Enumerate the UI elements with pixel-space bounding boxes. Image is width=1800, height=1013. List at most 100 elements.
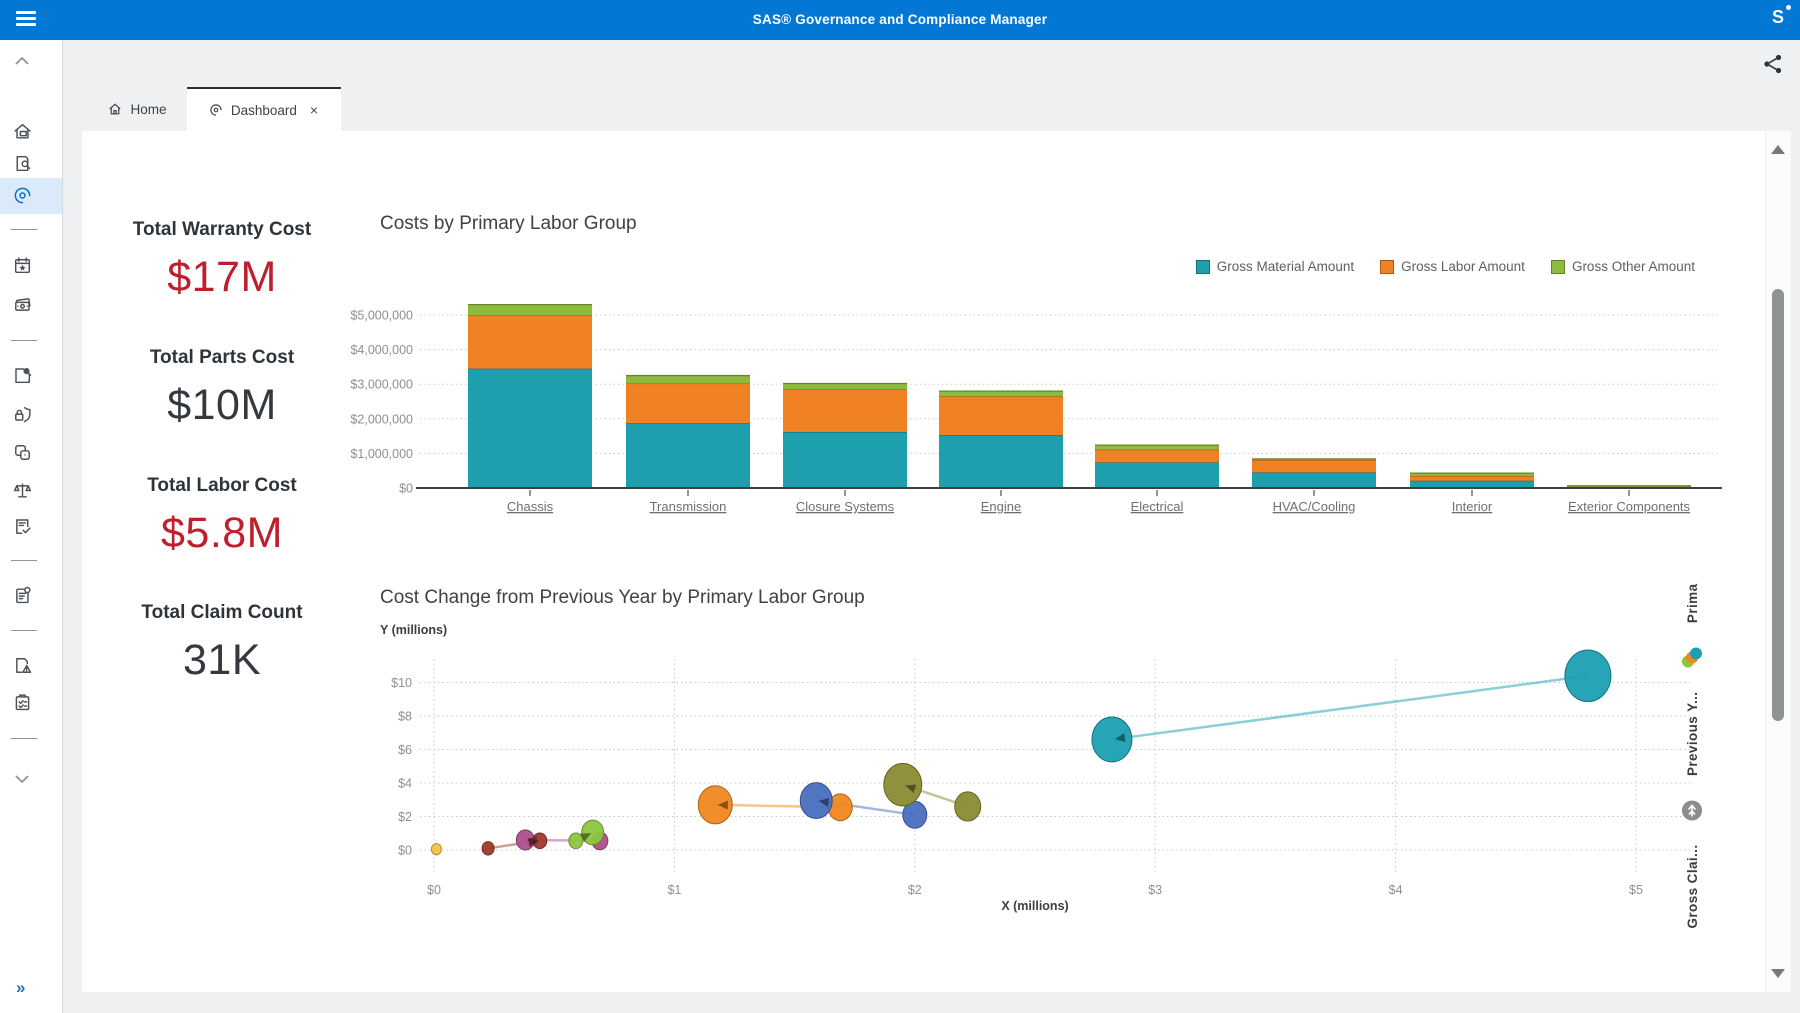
page-search-icon[interactable] [12,358,50,392]
scatter-right-legend: Gross Clai... Previous Y... Prima [1674,583,1710,928]
kpi-total-parts-cost: Total Parts Cost $10M [92,347,352,430]
bubble-darkred-previous[interactable] [482,842,494,855]
scatter-x-tick: $0 [427,883,441,897]
sidebar-scroll-down-icon[interactable] [14,772,30,787]
scatter-y-tick: $8 [398,710,412,724]
share-icon[interactable] [1758,50,1788,80]
legend-arrow-label: Previous Y... [1685,691,1700,776]
document-warning-icon[interactable] [12,648,50,682]
home-icon [107,101,123,117]
bar-segment[interactable] [939,435,1063,488]
bar-segment[interactable] [783,432,907,488]
kpi-label: Total Claim Count [92,602,352,624]
document-search-icon[interactable] [12,146,50,180]
bar-segment[interactable] [468,315,592,369]
bar-segment[interactable] [1410,476,1534,481]
bar-segment[interactable] [468,305,592,315]
legend-size-label: Gross Clai... [1685,844,1700,928]
bar-category-link[interactable]: Interior [1452,499,1493,514]
kpi-value: 31K [92,636,352,685]
bar-chart[interactable]: $0$1,000,000$2,000,000$3,000,000$4,000,0… [330,295,1750,530]
sidebar-divider [11,340,37,341]
bubble-olive-previous[interactable] [955,792,981,821]
scatter-y-axis-title: Y (millions) [380,623,447,637]
document-check-icon[interactable] [12,509,50,543]
clipboard-check-icon[interactable] [12,685,50,719]
sidebar-divider [11,630,37,631]
calendar-star-icon[interactable] [12,248,50,282]
tab-home[interactable]: Home [97,87,177,131]
kpi-total-claim-count: Total Claim Count 31K [92,602,352,685]
app-title: SAS® Governance and Compliance Manager [0,0,1800,40]
scroll-down-arrow-icon[interactable] [1771,969,1785,978]
bar-y-tick: $2,000,000 [350,412,413,426]
bar-segment[interactable] [1252,460,1376,472]
direction-arrow-icon [1681,799,1703,821]
sidebar-expand-icon[interactable]: » [16,978,23,998]
scatter-x-tick: $2 [908,883,922,897]
scatter-x-tick: $1 [667,883,681,897]
bar-segment[interactable] [783,389,907,432]
legend-item[interactable]: Gross Other Amount [1551,259,1695,274]
bar-segment[interactable] [468,369,592,488]
tab-close-icon[interactable]: × [308,102,320,118]
bar-segment[interactable] [1410,481,1534,488]
bar-category-link[interactable]: Transmission [650,499,727,514]
bubble-yellow-current[interactable] [431,844,441,855]
sidebar-scroll-up-icon[interactable] [14,54,30,69]
bar-y-tick: $1,000,000 [350,447,413,461]
legend-swatch [1380,260,1394,274]
legend-item[interactable]: Gross Material Amount [1196,259,1354,274]
bubble-teal-current[interactable] [1092,717,1132,762]
bar-segment[interactable] [783,384,907,390]
bubble-teal-previous[interactable] [1565,650,1611,702]
bar-segment[interactable] [626,384,750,424]
bar-category-link[interactable]: Engine [981,499,1021,514]
money-icon[interactable] [12,287,50,321]
bar-category-link[interactable]: Closure Systems [796,499,895,514]
home-report-icon[interactable] [12,114,50,148]
bar-y-tick: $5,000,000 [350,309,413,323]
copy-items-icon[interactable] [12,435,50,469]
scatter-y-tick: $10 [391,676,412,690]
scatter-y-tick: $0 [398,844,412,858]
kpi-total-warranty-cost: Total Warranty Cost $17M [92,219,352,302]
bar-segment[interactable] [626,423,750,488]
document-info-icon[interactable] [12,578,50,612]
tab-home-label: Home [130,102,166,117]
scatter-y-tick: $2 [398,810,412,824]
bar-segment[interactable] [1095,445,1219,449]
balance-scale-icon[interactable] [12,473,50,507]
sidebar-divider [11,560,37,561]
scatter-x-tick: $4 [1389,883,1403,897]
legend-item[interactable]: Gross Labor Amount [1380,259,1525,274]
bar-segment[interactable] [939,391,1063,396]
bar-category-link[interactable]: Electrical [1131,499,1184,514]
bar-segment[interactable] [1095,450,1219,463]
kpi-value: $5.8M [92,509,352,558]
legend-label: Gross Other Amount [1572,259,1695,274]
tab-dashboard[interactable]: Dashboard × [187,87,341,131]
bar-segment[interactable] [1095,462,1219,488]
bar-segment[interactable] [626,376,750,384]
bar-category-link[interactable]: HVAC/Cooling [1273,499,1356,514]
bar-y-tick: $3,000,000 [350,378,413,392]
dashboard-gauge-icon[interactable] [12,178,50,212]
bubble-green-current[interactable] [582,820,604,845]
bar-y-tick: $4,000,000 [350,343,413,357]
scatter-chart-title: Cost Change from Previous Year by Primar… [380,587,865,609]
scrollbar-thumb[interactable] [1772,289,1784,721]
shield-lock-icon[interactable] [12,397,50,431]
sas-logo[interactable]: S [1772,7,1784,28]
bubble-green-previous[interactable] [569,833,583,849]
vertical-scrollbar [1765,131,1791,992]
scatter-x-tick: $3 [1148,883,1162,897]
bar-category-link[interactable]: Exterior Components [1568,499,1691,514]
scroll-up-arrow-icon[interactable] [1771,145,1785,154]
bar-category-link[interactable]: Chassis [507,499,554,514]
bar-segment[interactable] [1252,472,1376,488]
tab-dashboard-label: Dashboard [231,103,297,118]
bar-segment[interactable] [939,396,1063,435]
scatter-chart[interactable]: $0$1$2$3$4$5$0$2$4$6$8$10 [330,645,1750,920]
legend-label: Gross Labor Amount [1401,259,1525,274]
